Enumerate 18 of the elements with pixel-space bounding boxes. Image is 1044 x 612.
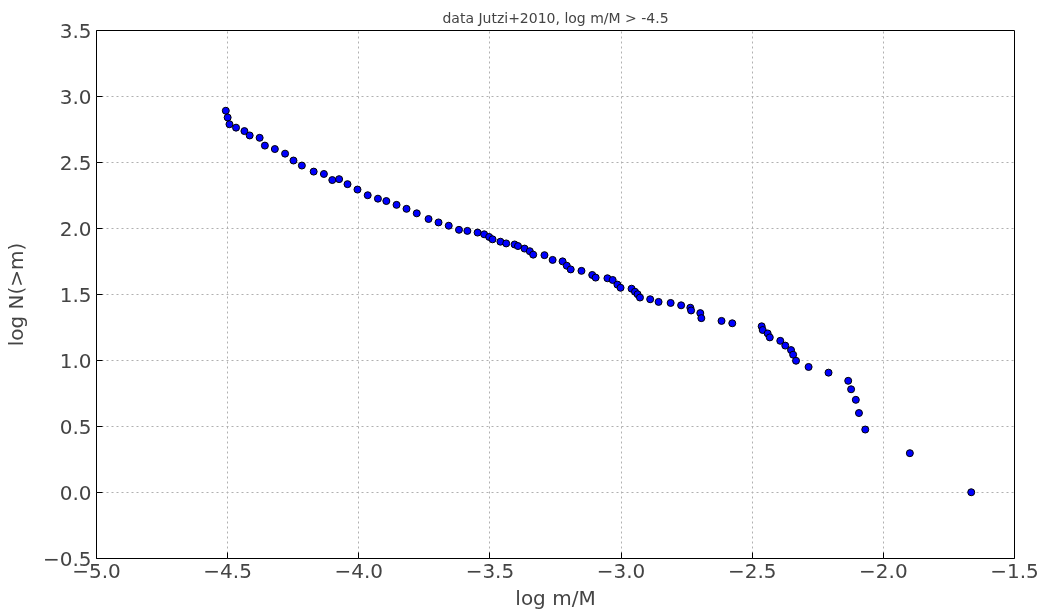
chart-title: data Jutzi+2010, log m/M > -4.5 xyxy=(442,9,669,26)
y-tick-label: 2.5 xyxy=(59,150,92,175)
x-tick-label: −3.5 xyxy=(465,558,515,583)
y-tick-label: 1.5 xyxy=(59,282,92,307)
y-tick-label: 0.0 xyxy=(59,480,92,505)
x-tick-label: −4.5 xyxy=(203,558,252,583)
x-tick-label: −2.0 xyxy=(859,558,908,583)
y-tick-label: 3.0 xyxy=(59,84,92,109)
x-axis-title: log m/M xyxy=(515,585,596,610)
y-tick-label: 0.5 xyxy=(59,414,92,439)
y-axis-title: log N(>m) xyxy=(3,242,28,347)
x-tick-label: −1.5 xyxy=(990,558,1039,583)
y-tick-label: 2.0 xyxy=(59,216,92,241)
y-tick-label: 1.0 xyxy=(59,348,92,373)
x-tick-label: −4.0 xyxy=(334,558,384,583)
x-tick-label: −3.0 xyxy=(596,558,646,583)
x-tick-label: −2.5 xyxy=(727,558,777,583)
y-tick-label: 3.5 xyxy=(59,18,92,43)
